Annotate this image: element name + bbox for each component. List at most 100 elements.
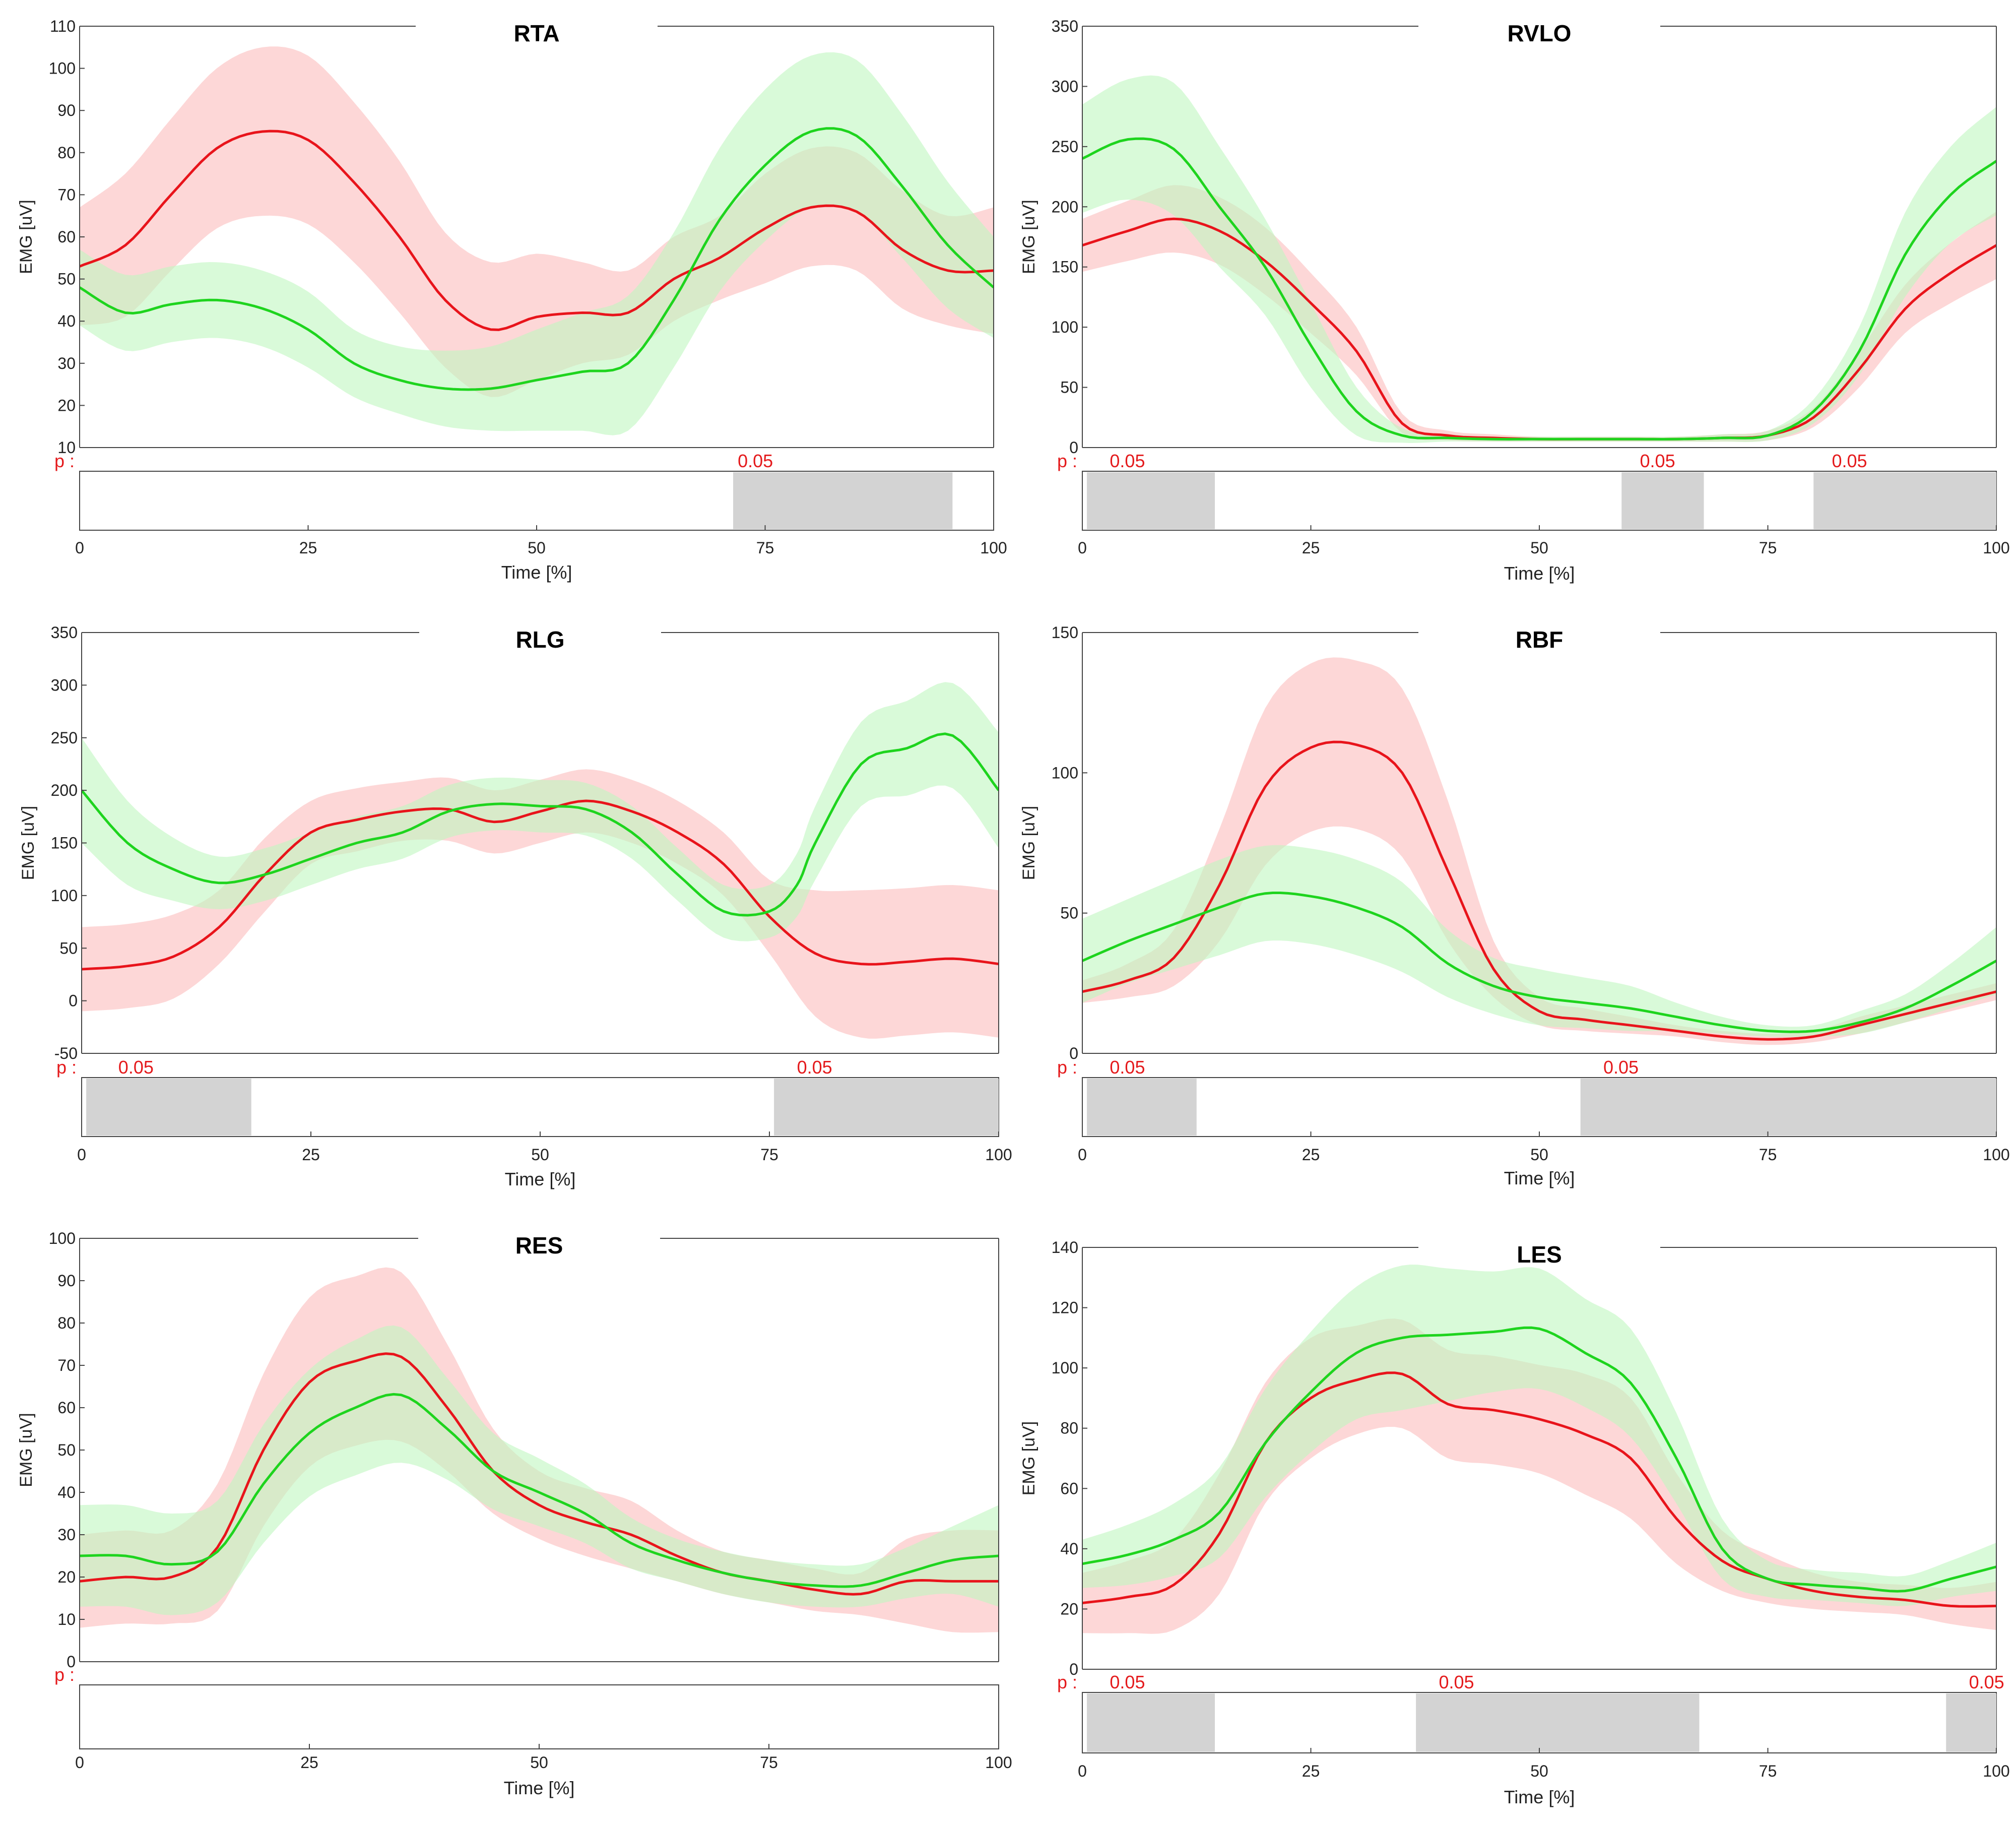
plot-area: [1082, 75, 1996, 444]
y-tick-label: 10: [57, 1610, 76, 1628]
x-axis-label: Time [%]: [505, 1169, 576, 1189]
y-tick-label: 0: [1069, 1660, 1078, 1678]
x-tick-label: 50: [1530, 539, 1548, 557]
y-tick-label: 100: [49, 59, 76, 78]
x-tick-label: 0: [1078, 1762, 1087, 1780]
y-tick-label: 80: [1060, 1419, 1078, 1437]
x-tick-label: 25: [1302, 539, 1320, 557]
x-tick-label: 0: [1078, 1146, 1087, 1164]
y-tick-label: 90: [57, 101, 76, 119]
threshold-label: 0.05: [1832, 451, 1867, 471]
threshold-label: 0.05: [1439, 1672, 1474, 1692]
green-mean-line: [1082, 892, 1996, 1033]
y-tick-label: 200: [1052, 198, 1078, 216]
red-sd-band: [80, 46, 994, 397]
y-tick-label: 0: [1069, 438, 1078, 457]
y-tick-label: 110: [50, 17, 76, 35]
y-tick-label: 60: [57, 228, 76, 246]
chart-title: RLG: [515, 626, 564, 653]
y-tick-label: 150: [1052, 258, 1078, 276]
p-value-label: p :: [1057, 1672, 1077, 1692]
y-tick-label: 140: [1052, 1238, 1078, 1256]
y-tick-label: 100: [1052, 318, 1078, 336]
panel-rbf: RBF 0 50 100 150 EMG [uV] p : 0.05 0.05 0 25 50 75 10…: [1019, 623, 2010, 1188]
p-value-label: p :: [1057, 451, 1077, 471]
y-tick-label: 100: [1052, 1359, 1078, 1377]
y-tick-label: 250: [51, 729, 78, 747]
y-tick-label: 50: [1060, 379, 1078, 397]
y-tick-label: 0: [1069, 1044, 1078, 1062]
x-axis-label: Time [%]: [1504, 563, 1575, 584]
x-tick-label: 25: [302, 1146, 320, 1164]
y-tick-label: 40: [57, 312, 76, 330]
y-tick-label: 0: [67, 1653, 76, 1671]
green-sd-band: [80, 52, 994, 435]
x-tick-label: 75: [756, 539, 774, 557]
red-sd-band: [1082, 657, 1996, 1045]
p-value-label: p :: [56, 1057, 77, 1078]
y-tick-label: 300: [1052, 77, 1078, 95]
y-tick-label: 30: [57, 354, 76, 372]
y-tick-label: 20: [1060, 1600, 1078, 1618]
x-tick-label: 50: [531, 1146, 549, 1164]
panel-les: LES 0 20 40 60 80 100 120 140 EMG [uV] p : 0.05 0.05…: [1019, 1238, 2010, 1807]
x-tick-label: 75: [1759, 1146, 1777, 1164]
y-axis-label: EMG [uV]: [1019, 806, 1038, 880]
red-mean-line: [80, 130, 994, 331]
red-sd-band: [80, 1267, 999, 1633]
y-tick-label: -50: [54, 1044, 78, 1062]
x-tick-label: 75: [760, 1146, 778, 1164]
y-tick-label: 0: [69, 992, 78, 1010]
x-tick-label: 100: [980, 539, 1007, 557]
threshold-label: 0.05: [1640, 451, 1675, 471]
green-mean-line: [1082, 137, 1996, 440]
x-tick-label: 25: [300, 1753, 318, 1772]
significance-cluster: [1087, 1693, 1215, 1752]
chart-title: RES: [515, 1232, 563, 1258]
y-tick-label: 90: [57, 1272, 76, 1290]
plot-area: [82, 682, 999, 1039]
x-tick-label: 100: [1983, 1762, 2009, 1780]
x-tick-label: 100: [1983, 539, 2009, 557]
x-tick-label: 0: [75, 1753, 84, 1772]
y-tick-label: 80: [57, 1314, 76, 1332]
x-tick-label: 50: [1530, 1146, 1548, 1164]
x-tick-label: 75: [1759, 539, 1777, 557]
x-tick-label: 0: [1078, 539, 1087, 557]
y-tick-label: 70: [57, 1356, 76, 1374]
significance-cluster: [1621, 472, 1704, 529]
y-tick-label: 70: [57, 185, 76, 204]
threshold-label: 0.05: [1110, 1672, 1145, 1692]
significance-cluster: [1087, 1079, 1197, 1136]
significance-cluster: [1087, 472, 1215, 529]
green-sd-band: [80, 1325, 999, 1615]
green-mean-line: [1082, 1326, 1996, 1593]
y-tick-label: 80: [57, 144, 76, 162]
y-tick-label: 40: [1060, 1540, 1078, 1558]
x-tick-label: 25: [299, 539, 317, 557]
y-axis-label: EMG [uV]: [19, 806, 38, 880]
significance-cluster: [1813, 472, 1996, 529]
green-sd-band: [1082, 1265, 1996, 1606]
chart-title: RBF: [1516, 626, 1564, 653]
red-mean-line: [1082, 740, 1996, 1041]
y-tick-label: 300: [51, 676, 78, 694]
red-mean-line: [1082, 1371, 1996, 1608]
x-axis-label: Time [%]: [501, 562, 572, 583]
y-tick-label: 150: [1052, 623, 1078, 642]
y-axis-label: EMG [uV]: [17, 1413, 36, 1487]
x-tick-label: 50: [528, 539, 546, 557]
red-mean-line: [80, 1352, 999, 1596]
p-value-label: p :: [1057, 1057, 1077, 1078]
significance-cluster: [1946, 1693, 1996, 1752]
x-tick-label: 25: [1302, 1762, 1320, 1780]
red-mean-line: [82, 799, 999, 971]
significance-cluster: [774, 1079, 999, 1136]
y-tick-label: 50: [59, 939, 78, 957]
threshold-label: 0.05: [118, 1057, 154, 1078]
y-tick-label: 20: [57, 396, 76, 414]
plot-area: [80, 1267, 999, 1633]
